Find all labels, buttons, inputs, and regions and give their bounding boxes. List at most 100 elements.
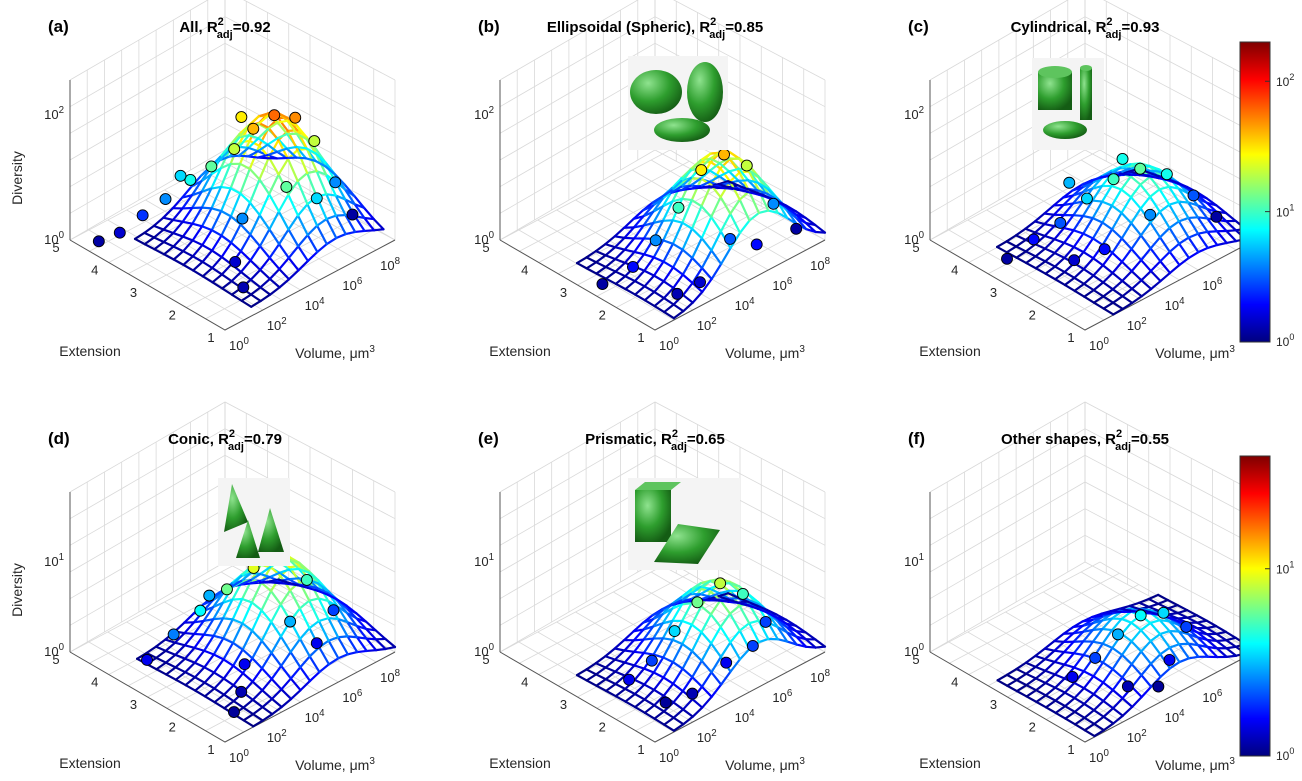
mesh-line <box>1177 200 1190 220</box>
data-point <box>668 625 681 638</box>
mesh-line <box>259 286 272 296</box>
mesh-line <box>672 682 684 693</box>
mesh-line <box>1092 274 1105 284</box>
mesh-line <box>1025 665 1037 675</box>
grid-walls <box>69 0 396 331</box>
mesh-line <box>1072 630 1085 635</box>
mesh-line <box>317 597 330 603</box>
mesh-line <box>1196 197 1209 211</box>
mesh-line <box>314 159 327 168</box>
mesh-line <box>623 649 636 653</box>
mesh-line <box>1015 667 1028 675</box>
mesh-line <box>1130 663 1143 677</box>
y-tick-label: 3 <box>130 697 137 712</box>
data-point <box>268 109 281 122</box>
mesh-line <box>239 270 252 281</box>
mesh-line <box>287 245 300 260</box>
mesh-line <box>682 715 694 726</box>
mesh-line <box>306 233 319 254</box>
mesh-line <box>231 597 244 621</box>
mesh-line <box>613 658 626 664</box>
data-point <box>736 587 749 600</box>
mesh-line <box>220 209 233 218</box>
mesh-line <box>651 622 664 628</box>
mesh-line <box>623 630 635 642</box>
mesh-line <box>1167 185 1180 203</box>
mesh-line <box>221 280 233 290</box>
data-point <box>136 209 149 222</box>
x-tick-label: 102 <box>1127 728 1147 745</box>
data-point <box>645 654 658 667</box>
x-tick-label: 102 <box>697 316 717 333</box>
mesh-line <box>595 254 607 264</box>
mesh-line <box>1072 200 1084 217</box>
mesh-line <box>681 649 694 670</box>
mesh-line <box>296 171 309 183</box>
mesh-line <box>1225 229 1237 233</box>
mesh-line <box>1101 204 1113 224</box>
mesh-line <box>1063 652 1075 666</box>
mesh-line <box>757 209 770 215</box>
mesh-line <box>241 622 254 632</box>
mesh-line <box>614 670 627 677</box>
mesh-line <box>191 243 204 258</box>
mesh-line <box>575 674 588 682</box>
mesh-line <box>1111 301 1124 310</box>
mesh-line <box>1035 700 1048 709</box>
mesh-line <box>642 667 655 674</box>
mesh-line <box>201 260 214 270</box>
mesh-line <box>1120 175 1132 191</box>
mesh-line <box>756 604 768 612</box>
mesh-line <box>221 598 234 620</box>
mesh-line <box>268 193 280 213</box>
data-point <box>92 235 105 248</box>
mesh-line <box>720 246 732 266</box>
mesh-line <box>298 627 311 641</box>
mesh-line <box>153 248 166 256</box>
mesh-line <box>595 684 608 692</box>
mesh-line <box>316 587 329 594</box>
mesh-line <box>757 175 769 189</box>
mesh-line <box>633 250 646 256</box>
mesh-line <box>1083 702 1096 712</box>
mesh-line <box>239 579 252 586</box>
mesh-line <box>595 272 608 280</box>
data-point <box>649 234 662 247</box>
mesh-line <box>718 162 731 173</box>
y-tick-label: 3 <box>560 285 567 300</box>
mesh-line <box>242 719 255 728</box>
mesh-line <box>672 689 684 704</box>
y-tick-label: 2 <box>169 308 176 323</box>
data-point <box>229 256 242 268</box>
mesh-line <box>585 256 598 264</box>
x-tick-label: 106 <box>342 276 362 293</box>
mesh-line <box>306 586 319 592</box>
mesh-line <box>200 187 213 209</box>
mesh-line <box>270 603 282 624</box>
mesh-line <box>1081 622 1094 627</box>
mesh-line <box>662 242 675 263</box>
mesh-line <box>1082 670 1095 678</box>
mesh-line <box>681 698 694 711</box>
mesh-line <box>277 117 289 132</box>
mesh-line <box>251 657 264 670</box>
mesh-line <box>1187 216 1199 220</box>
mesh-line <box>1082 687 1095 696</box>
colorbar-gradient <box>1239 455 1271 757</box>
mesh-line <box>653 717 666 726</box>
mesh-line <box>1082 628 1094 643</box>
mesh-line <box>1064 705 1076 713</box>
mesh-line <box>1091 627 1104 643</box>
mesh-line <box>1111 697 1124 710</box>
mesh-line <box>1082 257 1095 271</box>
mesh-line <box>1216 241 1228 247</box>
mesh-line <box>691 698 704 709</box>
mesh-line <box>756 189 769 195</box>
mesh-line <box>203 687 216 698</box>
mesh-line <box>172 235 185 248</box>
mesh-line <box>1110 165 1122 173</box>
grid-line <box>499 428 826 520</box>
mesh-line <box>1102 271 1114 284</box>
mesh-line <box>239 167 251 195</box>
